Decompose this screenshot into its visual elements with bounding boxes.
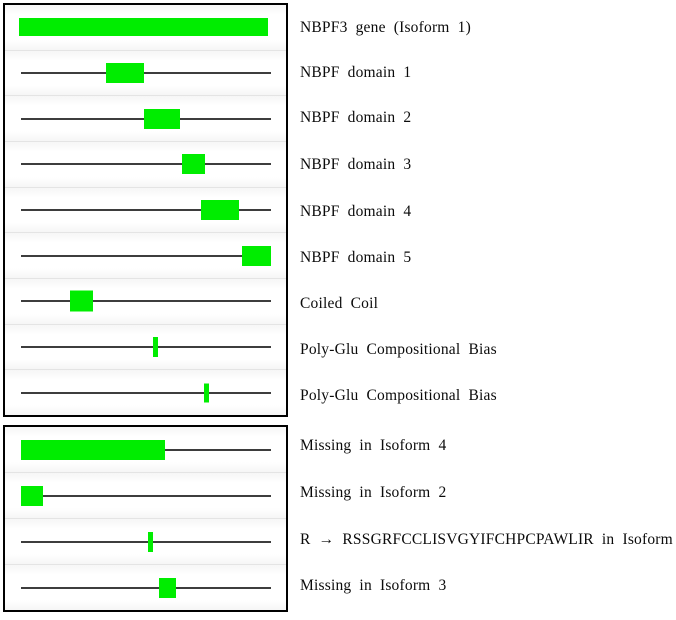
feature-substitution-tick-isoform-3 — [148, 531, 153, 552]
label-nbpf-domain-5: NBPF domain 5 — [300, 249, 412, 266]
track-row-nbpf-domain-3 — [5, 141, 286, 187]
label-poly-glu-1: Poly-Glu Compositional Bias — [300, 341, 497, 358]
label-nbpf-domain-1: NBPF domain 1 — [300, 64, 412, 81]
track-row-nbpf-domain-2 — [5, 95, 286, 142]
track-row-gene — [5, 5, 286, 50]
feature-nbpf-domain-1 — [106, 63, 144, 83]
track-line — [21, 254, 271, 257]
label-coiled-coil: Coiled Coil — [300, 295, 379, 312]
track-line — [21, 72, 271, 74]
features-panel — [3, 3, 288, 417]
label-missing-isoform-3: Missing in Isoform 3 — [300, 577, 447, 594]
track-line — [21, 209, 271, 212]
label-nbpf-domain-2: NBPF domain 2 — [300, 109, 412, 126]
feature-missing-isoform-2 — [21, 485, 43, 506]
isoform-variants-panel — [3, 425, 288, 612]
label-nbpf3-gene: NBPF3 gene (Isoform 1) — [300, 19, 471, 36]
feature-nbpf-domain-5 — [242, 245, 271, 266]
track-row-missing-isoform-2 — [5, 472, 286, 518]
feature-nbpf3-gene-bar — [19, 18, 268, 37]
feature-poly-glu-tick-1 — [153, 337, 158, 358]
track-line — [21, 300, 271, 303]
track-row-missing-isoform-4 — [5, 427, 286, 472]
feature-poly-glu-tick-2 — [204, 383, 209, 403]
track-row-nbpf-domain-4 — [5, 186, 286, 233]
feature-coiled-coil — [70, 290, 93, 312]
track-line — [21, 494, 271, 497]
label-substitution-isoform-3: R → RSSGRFCCLISVGYIFCHPCPAWLIR in Isofor… — [300, 531, 676, 548]
label-nbpf-domain-3: NBPF domain 3 — [300, 156, 412, 173]
track-row-coiled-coil — [5, 278, 286, 324]
track-line — [21, 586, 271, 589]
track-row-poly-glu-2 — [5, 369, 286, 416]
track-row-poly-glu-1 — [5, 323, 286, 370]
feature-nbpf-domain-2 — [144, 108, 180, 129]
track-row-nbpf-domain-5 — [5, 232, 286, 279]
track-row-missing-isoform-3 — [5, 564, 286, 610]
track-row-nbpf-domain-1 — [5, 49, 286, 96]
track-line — [21, 540, 271, 543]
track-line — [21, 391, 271, 394]
feature-missing-isoform-3 — [159, 577, 176, 598]
track-line — [21, 163, 271, 166]
label-missing-isoform-4: Missing in Isoform 4 — [300, 437, 447, 454]
label-nbpf-domain-4: NBPF domain 4 — [300, 203, 412, 220]
label-missing-isoform-2: Missing in Isoform 2 — [300, 484, 447, 501]
track-row-substitution-isoform-3 — [5, 518, 286, 564]
track-line — [21, 346, 271, 349]
feature-missing-isoform-4 — [21, 439, 165, 460]
feature-nbpf-domain-3 — [182, 154, 205, 175]
label-poly-glu-2: Poly-Glu Compositional Bias — [300, 387, 497, 404]
feature-nbpf-domain-4 — [201, 200, 239, 221]
